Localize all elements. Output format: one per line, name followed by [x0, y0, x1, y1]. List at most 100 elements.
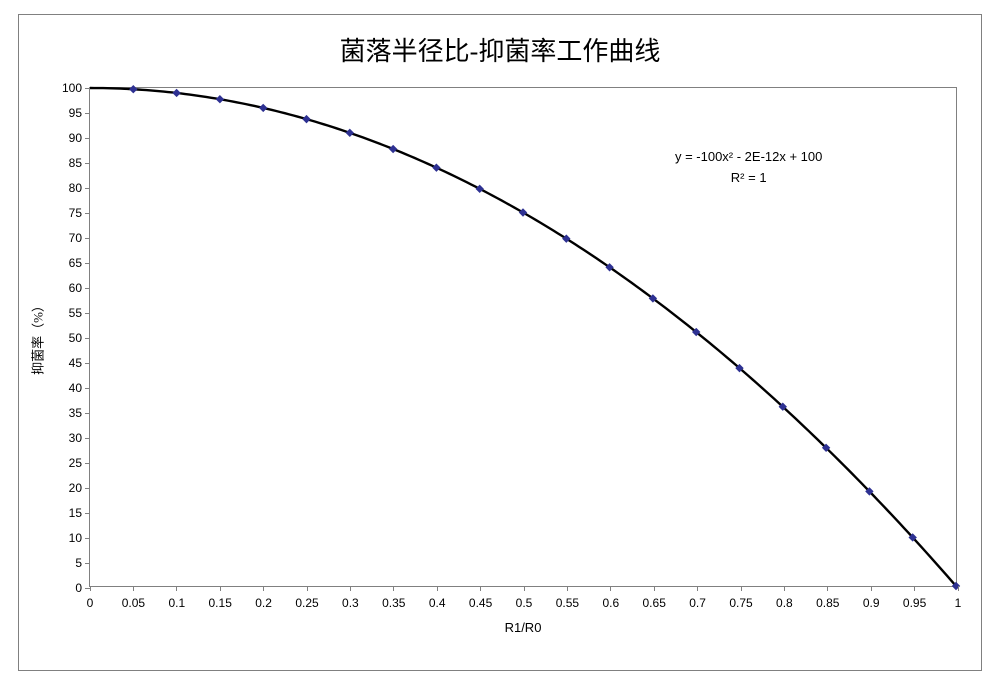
ytick-label: 10: [69, 531, 82, 545]
xtick-mark: [741, 586, 742, 591]
ytick-mark: [85, 438, 90, 439]
xtick-label: 0.3: [342, 596, 359, 610]
xtick-mark: [133, 586, 134, 591]
equation-line-2: R² = 1: [675, 168, 822, 189]
ytick-label: 0: [75, 581, 82, 595]
ytick-mark: [85, 88, 90, 89]
xtick-label: 0.15: [209, 596, 232, 610]
ytick-mark: [85, 213, 90, 214]
xtick-mark: [827, 586, 828, 591]
xtick-label: 0.35: [382, 596, 405, 610]
xtick-label: 0.6: [602, 596, 619, 610]
ytick-mark: [85, 313, 90, 314]
xtick-mark: [654, 586, 655, 591]
ytick-mark: [85, 563, 90, 564]
xtick-label: 0.8: [776, 596, 793, 610]
xtick-label: 0.85: [816, 596, 839, 610]
xtick-mark: [90, 586, 91, 591]
xtick-label: 0.55: [556, 596, 579, 610]
ytick-mark: [85, 388, 90, 389]
data-marker: [260, 104, 267, 111]
ytick-mark: [85, 288, 90, 289]
xtick-mark: [958, 586, 959, 591]
xtick-label: 0.95: [903, 596, 926, 610]
ytick-mark: [85, 413, 90, 414]
ytick-label: 65: [69, 256, 82, 270]
chart-title: 菌落半径比-抑菌率工作曲线: [19, 31, 981, 68]
ytick-label: 70: [69, 231, 82, 245]
y-axis-label: 抑菌率（%）: [28, 299, 47, 375]
chart-frame: 菌落半径比-抑菌率工作曲线 05101520253035404550556065…: [18, 14, 982, 671]
ytick-label: 75: [69, 206, 82, 220]
trendline: [90, 88, 956, 586]
equation-annotation: y = -100x² - 2E-12x + 100 R² = 1: [675, 147, 822, 189]
data-marker: [130, 86, 137, 93]
ytick-mark: [85, 188, 90, 189]
xtick-mark: [610, 586, 611, 591]
ytick-mark: [85, 113, 90, 114]
xtick-mark: [914, 586, 915, 591]
ytick-label: 50: [69, 331, 82, 345]
ytick-mark: [85, 338, 90, 339]
plot-area: 0510152025303540455055606570758085909510…: [89, 87, 957, 587]
xtick-label: 0.65: [643, 596, 666, 610]
xtick-mark: [784, 586, 785, 591]
ytick-label: 25: [69, 456, 82, 470]
xtick-mark: [567, 586, 568, 591]
ytick-label: 80: [69, 181, 82, 195]
ytick-label: 30: [69, 431, 82, 445]
xtick-label: 0.25: [295, 596, 318, 610]
data-marker: [346, 129, 353, 136]
xtick-label: 0.4: [429, 596, 446, 610]
ytick-label: 5: [75, 556, 82, 570]
ytick-mark: [85, 463, 90, 464]
equation-line-1: y = -100x² - 2E-12x + 100: [675, 147, 822, 168]
xtick-label: 0: [87, 596, 94, 610]
data-marker: [173, 89, 180, 96]
xtick-mark: [350, 586, 351, 591]
ytick-label: 45: [69, 356, 82, 370]
xtick-mark: [263, 586, 264, 591]
ytick-label: 35: [69, 406, 82, 420]
xtick-label: 0.5: [516, 596, 533, 610]
xtick-mark: [393, 586, 394, 591]
xtick-label: 1: [955, 596, 962, 610]
ytick-label: 90: [69, 131, 82, 145]
ytick-label: 15: [69, 506, 82, 520]
xtick-label: 0.05: [122, 596, 145, 610]
ytick-mark: [85, 363, 90, 364]
data-marker: [216, 96, 223, 103]
data-marker: [303, 116, 310, 123]
x-axis-label: R1/R0: [505, 620, 542, 635]
xtick-label: 0.45: [469, 596, 492, 610]
ytick-label: 40: [69, 381, 82, 395]
ytick-mark: [85, 513, 90, 514]
xtick-mark: [307, 586, 308, 591]
xtick-label: 0.75: [729, 596, 752, 610]
xtick-mark: [871, 586, 872, 591]
xtick-mark: [437, 586, 438, 591]
xtick-label: 0.9: [863, 596, 880, 610]
ytick-label: 55: [69, 306, 82, 320]
ytick-label: 100: [62, 81, 82, 95]
plot-wrap: 0510152025303540455055606570758085909510…: [89, 87, 957, 587]
xtick-label: 0.7: [689, 596, 706, 610]
ytick-mark: [85, 538, 90, 539]
xtick-label: 0.2: [255, 596, 272, 610]
xtick-mark: [480, 586, 481, 591]
curve-svg: [90, 88, 956, 586]
ytick-label: 95: [69, 106, 82, 120]
data-marker: [390, 146, 397, 153]
ytick-mark: [85, 263, 90, 264]
ytick-label: 20: [69, 481, 82, 495]
xtick-mark: [524, 586, 525, 591]
ytick-label: 85: [69, 156, 82, 170]
ytick-mark: [85, 488, 90, 489]
ytick-label: 60: [69, 281, 82, 295]
ytick-mark: [85, 138, 90, 139]
xtick-mark: [697, 586, 698, 591]
xtick-mark: [176, 586, 177, 591]
ytick-mark: [85, 163, 90, 164]
xtick-mark: [220, 586, 221, 591]
xtick-label: 0.1: [168, 596, 185, 610]
